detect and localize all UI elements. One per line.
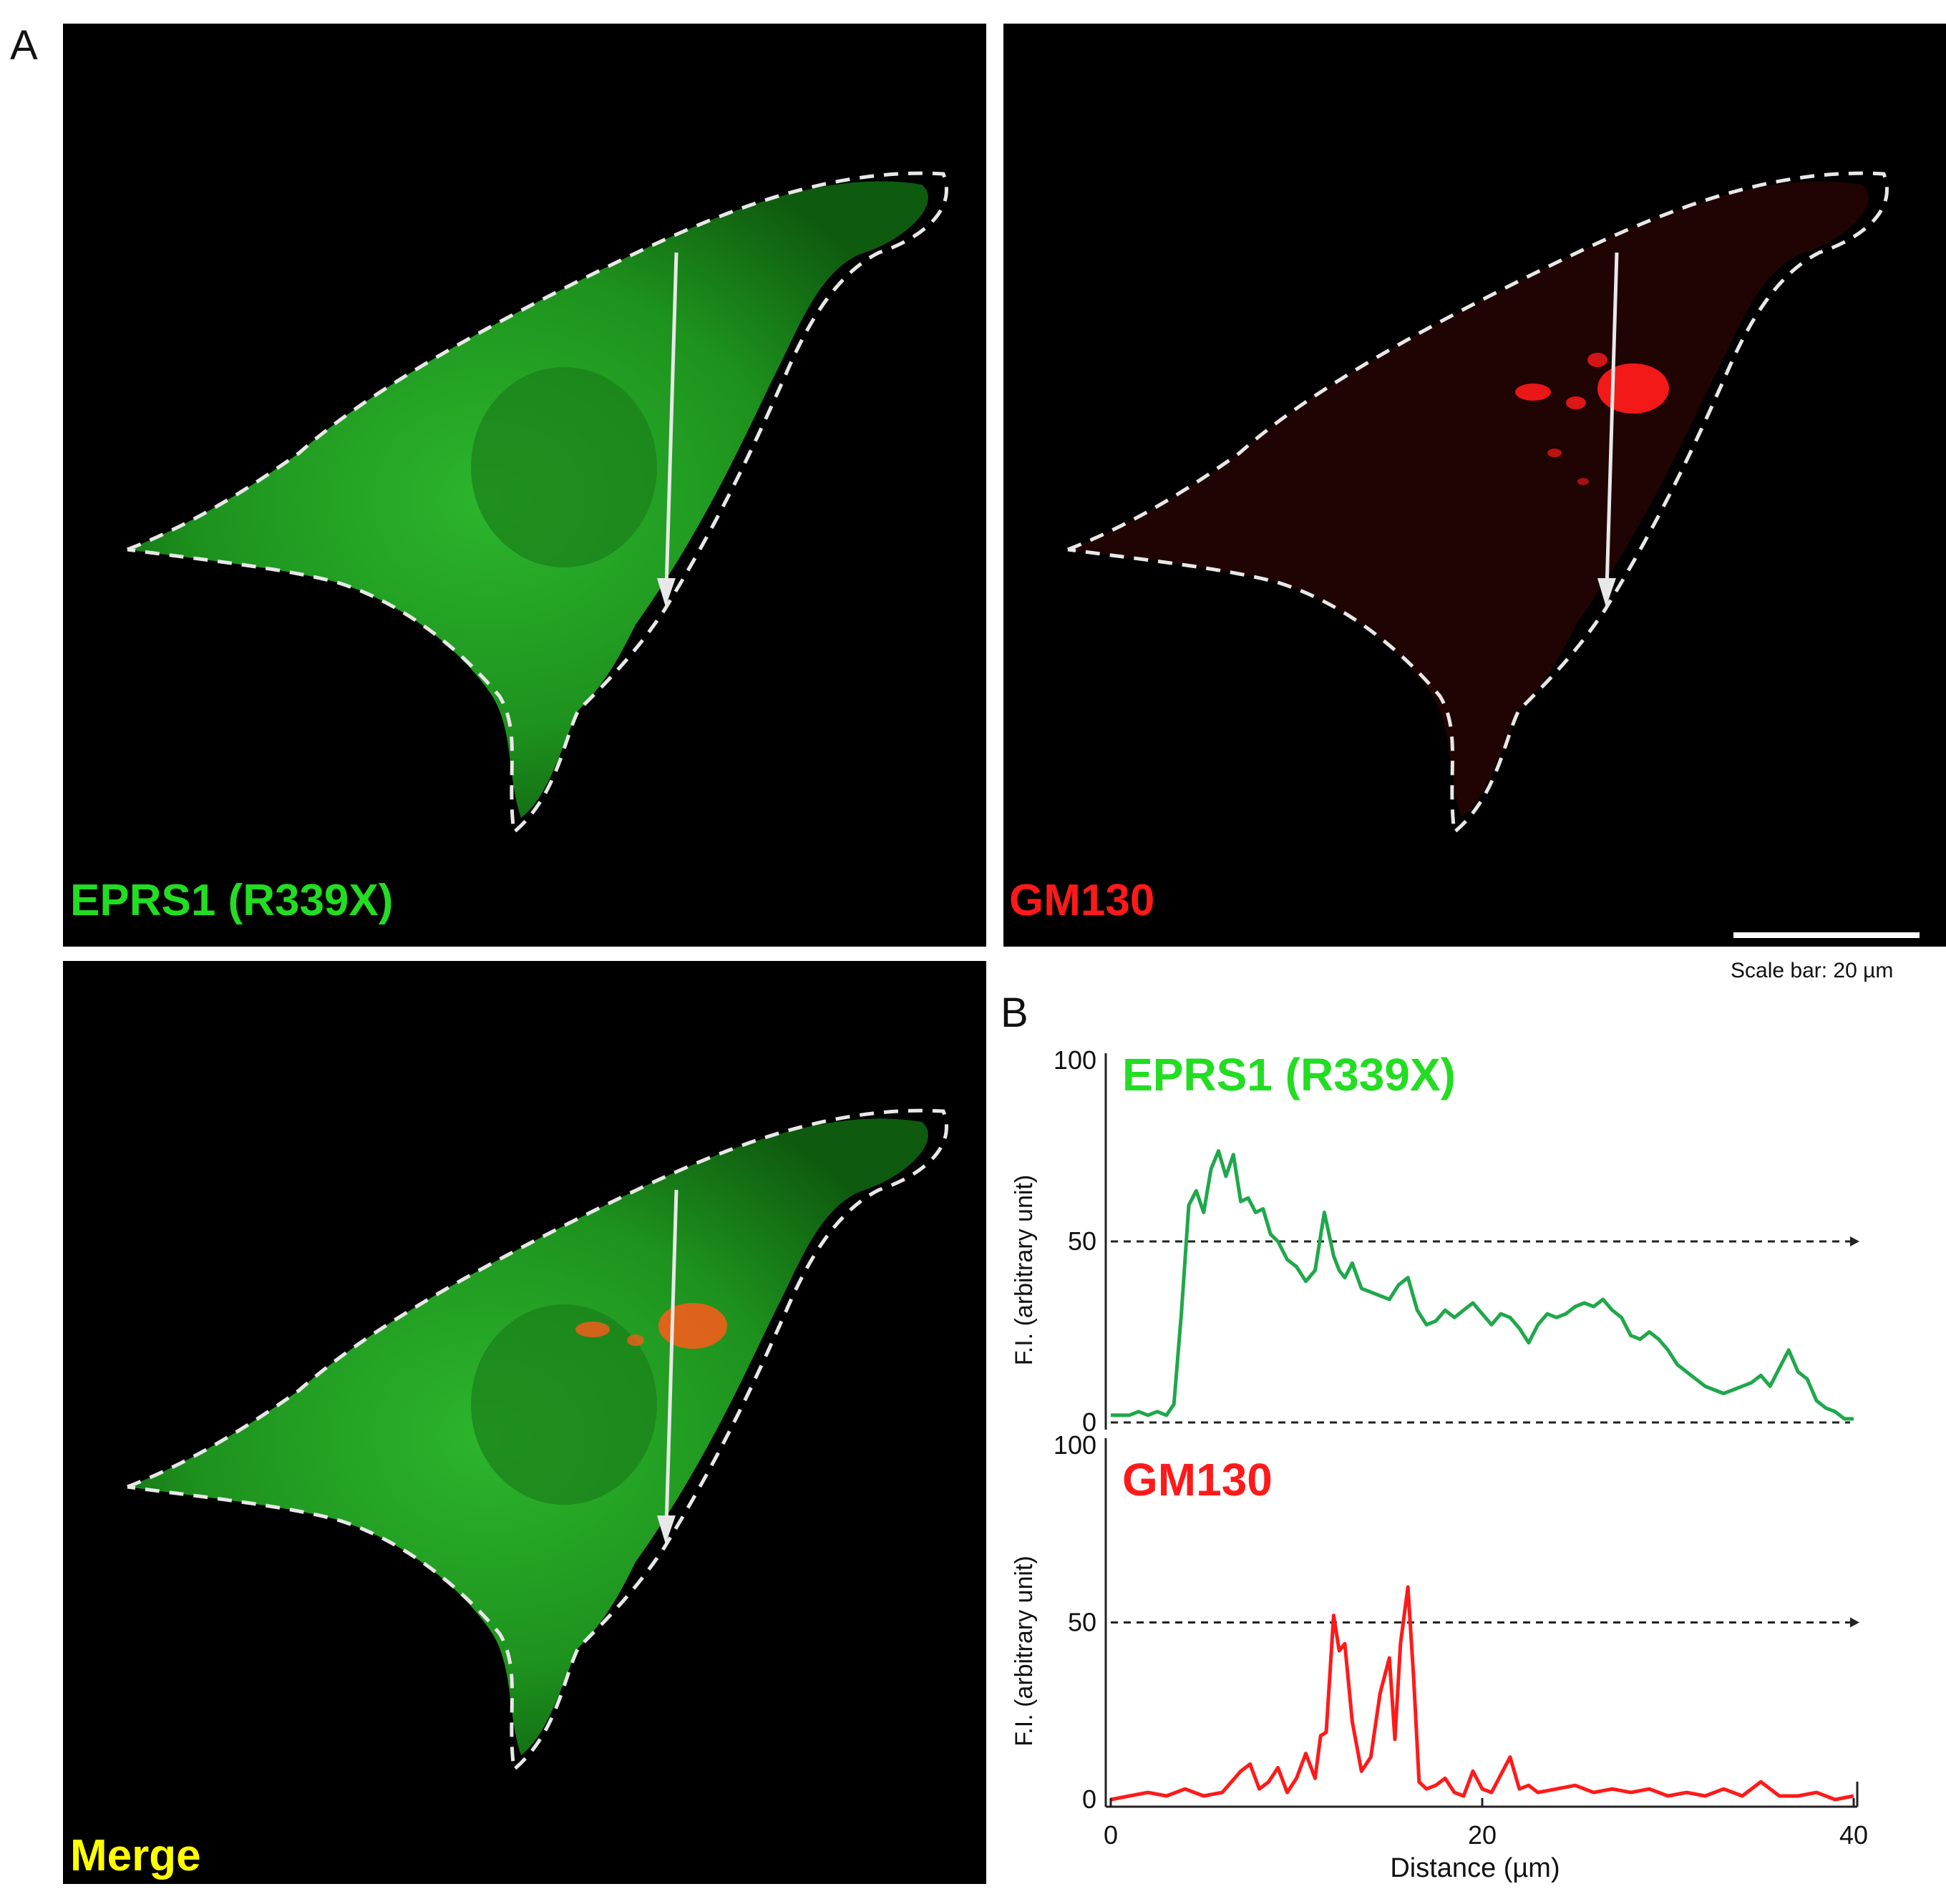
scale-bar-text: Scale bar: 20 µm xyxy=(1731,959,1894,982)
micrograph-gm130: GM130 xyxy=(1003,24,1946,947)
golgi-overlay xyxy=(575,1303,727,1349)
golgi-signal xyxy=(1515,353,1669,485)
x-tick-label-gm130: 20 xyxy=(1468,1820,1497,1850)
label-gm130: GM130 xyxy=(1009,876,1155,925)
y-tick-label-eprs1: 0 xyxy=(1082,1407,1096,1437)
cell-body-red xyxy=(1068,181,1869,818)
chart-title-eprs1: EPRS1 (R339X) xyxy=(1122,1049,1456,1100)
y-tick-label-eprs1: 50 xyxy=(1068,1226,1096,1256)
cell-image-red xyxy=(1067,171,1889,836)
fluorescence-profile-plots: 0 50 100 F.I. (arbitrary unit) EPRS1 (R339X)… xyxy=(1011,1045,1868,1883)
reference-arrow-eprs1 xyxy=(1850,1236,1859,1246)
cell-outline xyxy=(1067,171,1889,836)
y-tick-label-gm130: 0 xyxy=(1082,1785,1096,1814)
y-tick-label-gm130: 100 xyxy=(1054,1430,1096,1460)
nucleus-green xyxy=(471,367,657,567)
profile-arrow-line xyxy=(664,1189,678,1527)
profile-arrow-head xyxy=(1597,578,1616,607)
cell-outline xyxy=(127,171,948,836)
y-axis-label-eprs1: F.I. (arbitrary unit) xyxy=(1011,1175,1038,1365)
scale-bar xyxy=(1733,932,1920,938)
cell-image-merge xyxy=(127,1108,948,1773)
x-tick-label-gm130: 0 xyxy=(1104,1820,1118,1850)
y-axis-label-gm130: F.I. (arbitrary unit) xyxy=(1011,1556,1038,1746)
series-line-eprs1 xyxy=(1111,1149,1854,1421)
x-tick-label-gm130: 40 xyxy=(1839,1820,1868,1850)
x-axis-label-gm130: Distance (µm) xyxy=(1390,1853,1560,1883)
reference-arrow-gm130 xyxy=(1850,1617,1859,1628)
micrograph-eprs1: EPRS1 (R339X) xyxy=(63,24,986,947)
y-tick-label-gm130: 50 xyxy=(1068,1608,1096,1637)
chart-title-gm130: GM130 xyxy=(1122,1454,1273,1505)
panel-b-letter: B xyxy=(1001,990,1028,1036)
label-eprs1: EPRS1 (R339X) xyxy=(70,876,394,925)
profile-arrow-head xyxy=(657,578,676,607)
series-line-gm130 xyxy=(1110,1585,1854,1802)
profile-arrow-head xyxy=(657,1515,676,1544)
cell-image-green xyxy=(127,171,948,836)
nucleus-merge xyxy=(471,1304,657,1505)
label-merge: Merge xyxy=(70,1831,201,1880)
micrograph-merge: Merge xyxy=(63,961,986,1884)
panel-a-letter: A xyxy=(10,22,38,69)
y-tick-label-eprs1: 100 xyxy=(1054,1045,1096,1075)
profile-arrow-line xyxy=(1605,252,1619,590)
cell-outline xyxy=(127,1108,948,1773)
profile-arrow-line xyxy=(664,252,678,590)
